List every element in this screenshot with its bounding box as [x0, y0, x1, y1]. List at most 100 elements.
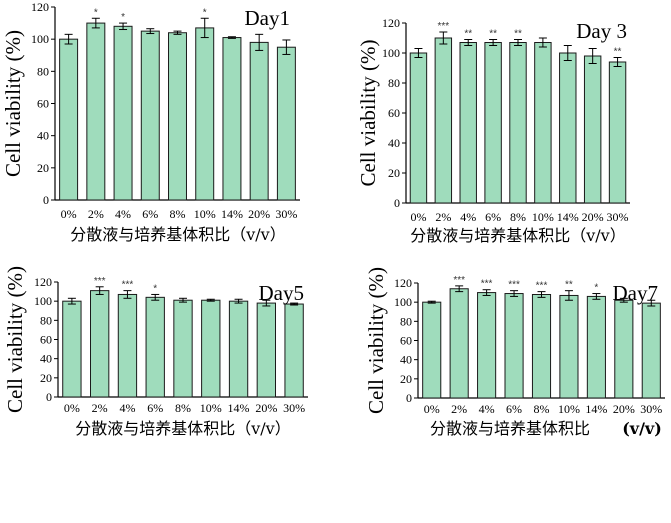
- significance-label: ***: [122, 280, 134, 291]
- bar: [534, 42, 552, 204]
- x-tick-label: 0%: [410, 210, 426, 224]
- significance-label: ***: [508, 280, 520, 291]
- significance-label: **: [565, 280, 573, 291]
- x-tick-label: 2%: [435, 210, 451, 224]
- y-tick-label: 20: [400, 372, 412, 386]
- bar: [586, 295, 606, 399]
- bar: [449, 288, 469, 399]
- y-tick-label: 0: [394, 196, 400, 210]
- bar: [434, 37, 453, 204]
- y-tick-label: 60: [388, 106, 400, 120]
- significance-label: *: [203, 7, 207, 18]
- x-tick-label: 14%: [228, 401, 250, 415]
- y-tick-label: 20: [40, 371, 52, 385]
- bar: [477, 292, 497, 399]
- chart-panel-1: 0 20 40 60 80 100 120 0% * 2% * 4% 6% 8% * 10% 14% 20% 30%…: [1, 0, 300, 244]
- y-tick-label: 100: [31, 32, 49, 46]
- y-tick-label: 80: [388, 76, 400, 90]
- x-axis-label: 分散液与培养基体积比（v/v）: [410, 226, 625, 245]
- x-axis-label: 分散液与培养基体积比（v/v）: [75, 419, 290, 438]
- y-tick-label: 40: [400, 353, 412, 367]
- y-tick-label: 100: [34, 294, 52, 308]
- bar: [276, 46, 296, 201]
- significance-label: *: [153, 283, 157, 294]
- significance-label: ***: [437, 21, 449, 32]
- x-tick-label: 10%: [532, 210, 554, 224]
- x-tick-label: 10%: [194, 207, 216, 221]
- bar: [222, 37, 242, 201]
- x-tick-label: 2%: [451, 402, 467, 416]
- bar: [113, 25, 133, 201]
- y-tick-label: 20: [388, 166, 400, 180]
- x-tick-label: 4%: [115, 207, 131, 221]
- significance-label: **: [489, 29, 497, 40]
- x-tick-label: 10%: [558, 402, 580, 416]
- x-tick-label: 30%: [607, 210, 629, 224]
- x-tick-label: 0%: [424, 402, 440, 416]
- x-tick-label: 8%: [534, 402, 550, 416]
- y-tick-label: 100: [394, 295, 412, 309]
- y-axis-label: Cell viability (%): [364, 267, 388, 414]
- y-tick-label: 60: [40, 333, 52, 347]
- x-tick-label: 30%: [283, 401, 305, 415]
- x-tick-label: 14%: [585, 402, 607, 416]
- x-tick-label: 6%: [147, 401, 163, 415]
- x-axis-label: 分散液与培养基体积比（v/v）: [70, 225, 285, 244]
- y-tick-label: 120: [31, 0, 49, 14]
- chart-panel-3: 0 20 40 60 80 100 120 0% *** 2% *** 4% * 6% 8% 10% 14% 20…: [3, 266, 308, 438]
- x-tick-label: 0%: [64, 401, 80, 415]
- chart-panel-4: 0 20 40 60 80 100 120 0% *** 2% *** 4% *** 6% *** 8% ** 1…: [364, 267, 665, 438]
- significance-label: *: [594, 283, 598, 294]
- x-tick-label: 10%: [200, 401, 222, 415]
- x-tick-label: 14%: [221, 207, 243, 221]
- bar: [59, 38, 79, 201]
- x-tick-label: 20%: [613, 402, 635, 416]
- bar: [256, 302, 276, 398]
- x-tick-label: 30%: [640, 402, 662, 416]
- y-tick-label: 40: [37, 129, 49, 143]
- significance-label: ***: [94, 276, 106, 287]
- x-tick-label: 20%: [582, 210, 604, 224]
- x-axis-label: 分散液与培养基体积比: [430, 419, 590, 438]
- y-tick-label: 40: [40, 352, 52, 366]
- bar: [86, 22, 106, 201]
- significance-label: **: [614, 47, 622, 58]
- y-tick-label: 20: [37, 161, 49, 175]
- bar: [228, 300, 249, 398]
- x-axis-unit-label: (v/v): [622, 419, 662, 438]
- y-axis-label: Cell viability (%): [356, 40, 380, 187]
- x-tick-label: 0%: [61, 207, 77, 221]
- bar: [459, 42, 477, 204]
- x-tick-label: 14%: [557, 210, 579, 224]
- chart-title: Day1: [245, 6, 291, 30]
- bar: [249, 41, 269, 201]
- bar: [422, 301, 442, 399]
- y-tick-label: 80: [37, 64, 49, 78]
- significance-label: ***: [453, 275, 465, 286]
- y-tick-label: 60: [37, 97, 49, 111]
- x-tick-label: 30%: [275, 207, 297, 221]
- y-tick-label: 60: [400, 334, 412, 348]
- y-axis-label: Cell viability (%): [1, 30, 25, 177]
- significance-label: *: [121, 12, 125, 23]
- y-tick-label: 120: [34, 275, 52, 289]
- y-tick-label: 120: [382, 16, 400, 30]
- bar: [140, 30, 160, 201]
- significance-label: ***: [481, 279, 493, 290]
- bar: [90, 290, 110, 398]
- bar: [559, 294, 579, 399]
- x-tick-label: 8%: [170, 207, 186, 221]
- bar: [559, 52, 577, 204]
- bar: [195, 27, 215, 201]
- bar: [608, 61, 627, 204]
- y-tick-label: 120: [394, 276, 412, 290]
- bar: [509, 42, 527, 204]
- chart-title: Day5: [259, 281, 305, 305]
- x-tick-label: 8%: [510, 210, 526, 224]
- y-axis-label: Cell viability (%): [3, 266, 27, 413]
- bar: [409, 52, 428, 204]
- significance-label: **: [514, 29, 522, 40]
- bar: [62, 300, 82, 398]
- bar: [531, 294, 552, 399]
- bar: [504, 293, 524, 399]
